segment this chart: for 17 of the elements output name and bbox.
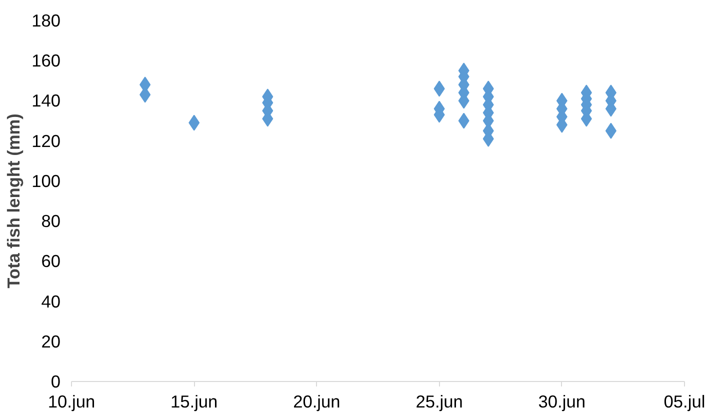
y-tick-label: 160	[32, 50, 61, 71]
x-tick-label: 30.jun	[538, 392, 586, 412]
x-tick-label: 05.jul	[664, 392, 706, 412]
x-tick-label: 25.jun	[416, 392, 463, 412]
y-tick-label: 180	[32, 10, 61, 30]
y-tick-label: 0	[50, 372, 61, 392]
y-tick-label: 100	[32, 170, 61, 191]
x-tick-label: 20.jun	[293, 392, 340, 412]
y-tick-label: 120	[32, 130, 61, 151]
y-tick-label: 140	[32, 90, 61, 111]
y-tick-label: 40	[41, 291, 61, 312]
y-tick-label: 80	[41, 211, 61, 232]
y-axis-title: Tota fish lenght (mm)	[4, 114, 24, 288]
x-tick-label: 10.jun	[48, 392, 96, 412]
y-tick-label: 20	[41, 331, 61, 352]
x-tick-label: 15.jun	[170, 392, 218, 412]
y-tick-label: 60	[41, 251, 61, 272]
